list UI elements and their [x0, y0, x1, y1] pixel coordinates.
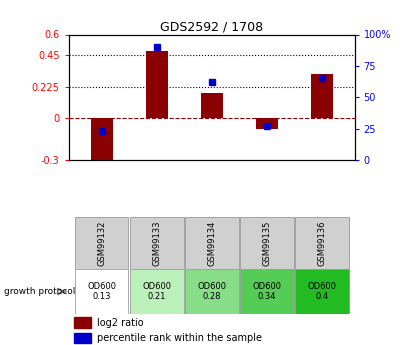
Text: percentile rank within the sample: percentile rank within the sample: [97, 333, 262, 343]
FancyBboxPatch shape: [295, 269, 349, 314]
FancyBboxPatch shape: [240, 217, 293, 269]
Bar: [74, 333, 91, 344]
Text: OD600
0.34: OD600 0.34: [252, 282, 281, 301]
FancyBboxPatch shape: [240, 269, 293, 314]
FancyBboxPatch shape: [75, 269, 129, 314]
Text: GSM99132: GSM99132: [97, 220, 106, 266]
Text: GSM99134: GSM99134: [207, 220, 216, 266]
FancyBboxPatch shape: [130, 217, 183, 269]
Text: GSM99135: GSM99135: [262, 220, 271, 266]
Bar: [256, 118, 278, 129]
FancyBboxPatch shape: [130, 269, 183, 314]
Bar: [74, 317, 91, 328]
FancyBboxPatch shape: [75, 217, 129, 269]
FancyBboxPatch shape: [185, 217, 239, 269]
Text: OD600
0.4: OD600 0.4: [307, 282, 336, 301]
Bar: [91, 118, 112, 165]
Text: GSM99133: GSM99133: [152, 220, 161, 266]
Text: OD600
0.21: OD600 0.21: [142, 282, 171, 301]
Text: OD600
0.13: OD600 0.13: [87, 282, 116, 301]
Title: GDS2592 / 1708: GDS2592 / 1708: [160, 20, 263, 33]
Bar: [201, 93, 222, 118]
FancyBboxPatch shape: [185, 269, 239, 314]
Text: GSM99136: GSM99136: [317, 220, 326, 266]
Text: log2 ratio: log2 ratio: [97, 318, 144, 328]
Text: OD600
0.28: OD600 0.28: [197, 282, 226, 301]
FancyBboxPatch shape: [295, 217, 349, 269]
Text: growth protocol: growth protocol: [4, 287, 75, 296]
Bar: [145, 51, 168, 118]
Bar: [311, 73, 332, 118]
